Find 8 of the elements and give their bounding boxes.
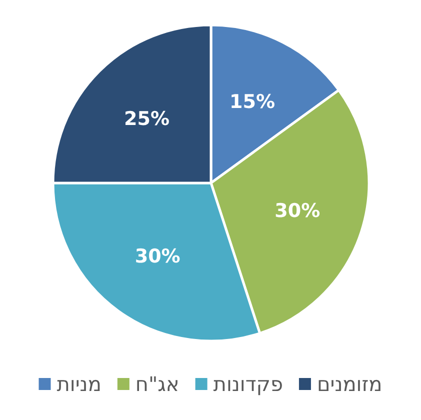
data-label: 15%	[230, 91, 275, 114]
legend-label: מזומנים	[316, 372, 382, 396]
data-label: 30%	[134, 246, 180, 268]
legend-label: פקדונות	[213, 372, 283, 396]
data-label: 30%	[274, 200, 320, 222]
data-label: 25%	[124, 108, 170, 130]
legend-label: אג"ח	[135, 372, 180, 396]
legend-label: מניות	[56, 372, 102, 396]
